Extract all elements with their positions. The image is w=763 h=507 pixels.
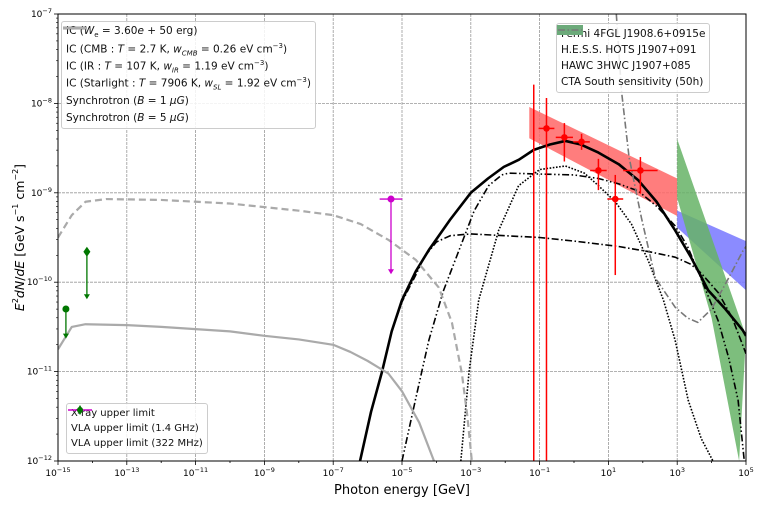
legend-item-sync_b5: Synchrotron (B = 5 μG) xyxy=(63,26,311,126)
y-tick-label: 10−7 xyxy=(31,7,52,20)
y-tick-label: 10−12 xyxy=(27,454,52,467)
x-tick-label: 10−7 xyxy=(323,466,344,479)
y-tick-label: 10−8 xyxy=(31,96,52,109)
curve-sync_b5 xyxy=(58,197,473,461)
y-axis-label: E2dN/dE [GeV s−1 cm−2] xyxy=(11,164,27,311)
legend-item-ic_ir: IC (IR : T = 107 K, wIR = 1.19 eV cm−3) xyxy=(63,27,311,75)
x-tick-label: 10−11 xyxy=(183,466,208,479)
plot-area xyxy=(58,14,746,461)
legend-item-ic_cmb: IC (CMB : T = 2.7 K, wCMB = 0.26 eV cm−3… xyxy=(63,27,311,58)
upper-limit-marker-vla_14 xyxy=(83,246,91,257)
legend-label: X-ray upper limit xyxy=(71,408,155,419)
legend-upper-limits: X-ray upper limit VLA upper limit (1.4 GH… xyxy=(66,403,208,454)
x-tick-label: 103 xyxy=(669,466,685,479)
curve-cta_south xyxy=(615,14,746,324)
legend-label: IC (Starlight : T = 7906 K, wSL = 1.92 e… xyxy=(66,75,311,92)
legend-item-cta_south: CTA South sensitivity (50h) xyxy=(558,29,705,90)
x-tick-label: 105 xyxy=(738,466,754,479)
legend-item-ic_starlight: IC (Starlight : T = 7906 K, wSL = 1.92 e… xyxy=(63,27,311,92)
x-tick-label: 10−3 xyxy=(460,466,481,479)
legend-label: Synchrotron (B = 5 μG) xyxy=(66,111,189,124)
legend-label: HAWC 3HWC J1907+085 xyxy=(561,60,691,72)
x-tick-label: 10−1 xyxy=(529,466,550,479)
fermi-data-point xyxy=(595,167,602,174)
curve-sync_b1 xyxy=(58,323,436,461)
curve-ic_ir xyxy=(401,172,746,461)
x-tick-label: 10−9 xyxy=(254,466,275,479)
y-tick-label: 10−9 xyxy=(31,186,52,199)
upper-limit-marker-vla_322 xyxy=(62,305,70,313)
upper-limit-arrow-xray xyxy=(387,269,394,275)
upper-limit-marker-xray xyxy=(387,195,395,203)
legend-label: VLA upper limit (1.4 GHz) xyxy=(71,423,199,434)
fermi-data-point xyxy=(611,195,619,203)
x-tick-label: 10−15 xyxy=(45,466,70,479)
legend-label: VLA upper limit (322 MHz) xyxy=(71,438,203,449)
fermi-data-point xyxy=(637,167,644,174)
legend-label: Synchrotron (B = 1 μG) xyxy=(66,94,189,107)
fermi-data-point xyxy=(578,138,585,146)
legend-label: H.E.S.S. HOTS J1907+091 xyxy=(561,44,697,56)
legend-item-hess: H.E.S.S. HOTS J1907+091 xyxy=(557,25,705,58)
legend-models: IC (We = 3.60e + 50 erg) IC (CMB : T = 2.… xyxy=(61,21,316,129)
legend-label: IC (IR : T = 107 K, wIR = 1.19 eV cm−3) xyxy=(66,58,269,75)
legend-item-ic_total: IC (We = 3.60e + 50 erg) xyxy=(63,24,311,41)
band-hawc xyxy=(677,139,746,461)
legend-item-hawc: HAWC 3HWC J1907+085 xyxy=(557,25,705,74)
x-tick-label: 101 xyxy=(601,466,617,479)
x-tick-label: 10−13 xyxy=(114,466,139,479)
fermi-data-point xyxy=(543,125,550,132)
legend-observations: Fermi 4FGL J1908.6+0915e H.E.S.S. HOTS J1… xyxy=(556,23,711,93)
y-tick-label: 10−11 xyxy=(27,365,52,378)
fermi-data-point xyxy=(561,134,568,141)
upper-limit-arrow-vla_322 xyxy=(62,333,69,339)
curve-ic_total xyxy=(358,139,746,461)
legend-item-vla_14: VLA upper limit (1.4 GHz) xyxy=(71,405,203,436)
legend-label: CTA South sensitivity (50h) xyxy=(561,76,704,88)
legend-label: IC (CMB : T = 2.7 K, wCMB = 0.26 eV cm−3… xyxy=(66,41,288,58)
legend-item-vla_322: VLA upper limit (322 MHz) xyxy=(71,407,203,451)
upper-limit-arrow-vla_14 xyxy=(83,294,90,300)
y-tick-label: 10−10 xyxy=(27,275,52,288)
x-tick-label: 10−5 xyxy=(391,466,412,479)
x-axis-label: Photon energy [GeV] xyxy=(334,483,470,498)
legend-item-sync_b1: Synchrotron (B = 1 μG) xyxy=(63,26,311,109)
legend-label: Fermi 4FGL J1908.6+0915e xyxy=(561,28,706,40)
